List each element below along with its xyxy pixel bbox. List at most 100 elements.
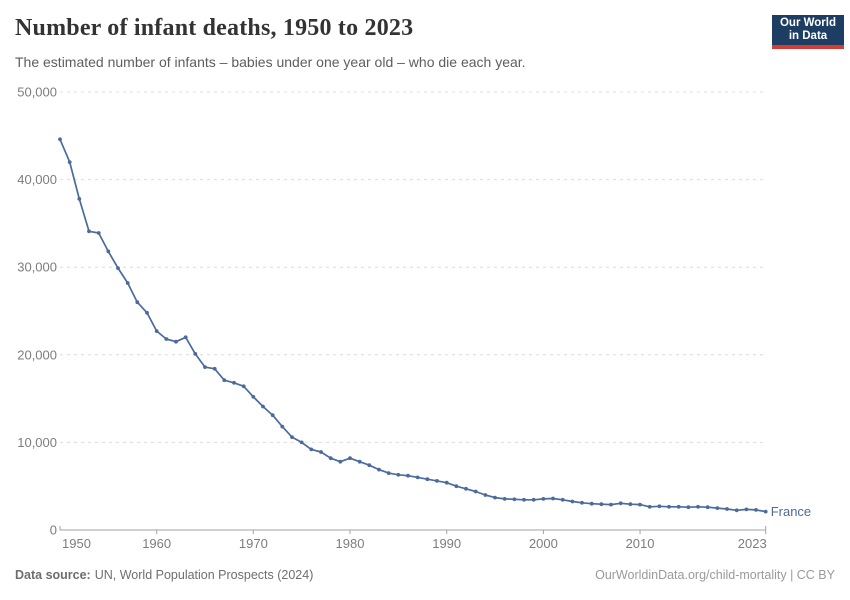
data-point[interactable] xyxy=(183,335,188,340)
data-point[interactable] xyxy=(309,447,314,452)
data-point[interactable] xyxy=(551,496,555,501)
data-point[interactable] xyxy=(734,508,739,513)
data-point[interactable] xyxy=(67,160,72,165)
data-point[interactable] xyxy=(212,366,217,371)
data-point[interactable] xyxy=(106,249,111,254)
x-tick-label: 1960 xyxy=(142,536,171,551)
data-point[interactable] xyxy=(435,479,439,483)
data-point[interactable] xyxy=(647,504,652,509)
data-point[interactable] xyxy=(193,352,198,356)
data-point[interactable] xyxy=(87,229,91,234)
data-point[interactable] xyxy=(483,493,488,497)
data-point[interactable] xyxy=(570,499,575,504)
data-point[interactable] xyxy=(164,337,169,341)
data-point[interactable] xyxy=(386,471,391,475)
data-point[interactable] xyxy=(676,504,681,509)
x-tick-label: 1950 xyxy=(62,536,91,551)
data-point[interactable] xyxy=(502,497,507,501)
owid-logo-line1: Our World xyxy=(779,16,836,29)
x-tick-label: 1970 xyxy=(239,536,268,551)
chart-title: Number of infant deaths, 1950 to 2023 xyxy=(15,15,414,41)
data-point[interactable] xyxy=(125,281,130,285)
data-point[interactable] xyxy=(145,310,149,315)
x-tick-label: 2023 xyxy=(738,536,767,551)
data-point[interactable] xyxy=(686,505,691,510)
footer-link[interactable]: OurWorldinData.org/child-mortality | CC … xyxy=(595,568,835,582)
data-point[interactable] xyxy=(444,480,449,485)
data-point[interactable] xyxy=(174,339,178,344)
data-point[interactable] xyxy=(348,456,352,461)
data-point[interactable] xyxy=(96,231,101,235)
owid-logo: Our World in Data xyxy=(772,15,844,49)
data-point[interactable] xyxy=(232,380,236,385)
data-point[interactable] xyxy=(154,329,159,333)
data-point[interactable] xyxy=(77,197,82,201)
data-point[interactable] xyxy=(754,508,758,512)
data-point[interactable] xyxy=(203,365,207,369)
data-point[interactable] xyxy=(657,504,662,509)
data-point[interactable] xyxy=(464,486,468,491)
x-tick-label: 2010 xyxy=(626,536,655,551)
data-point[interactable] xyxy=(715,506,720,510)
data-point[interactable] xyxy=(512,497,517,502)
x-tick-label: 1980 xyxy=(336,536,365,551)
data-point[interactable] xyxy=(667,504,671,509)
data-point[interactable] xyxy=(241,384,246,389)
data-point[interactable] xyxy=(473,489,478,494)
data-point[interactable] xyxy=(696,504,700,509)
data-point[interactable] xyxy=(377,467,381,472)
data-point[interactable] xyxy=(290,435,294,439)
data-point[interactable] xyxy=(609,502,613,507)
data-point[interactable] xyxy=(280,424,285,429)
y-tick-label: 30,000 xyxy=(17,260,57,275)
data-point[interactable] xyxy=(560,497,565,502)
data-point[interactable] xyxy=(628,502,633,507)
data-point[interactable] xyxy=(135,300,140,305)
data-point[interactable] xyxy=(367,463,372,468)
data-point[interactable] xyxy=(357,459,362,464)
data-point[interactable] xyxy=(725,507,729,511)
x-tick-label: 2000 xyxy=(529,536,558,551)
series-line-france[interactable] xyxy=(59,138,767,513)
chart-subtitle: The estimated number of infants – babies… xyxy=(15,54,526,70)
data-point[interactable] xyxy=(580,500,584,505)
data-point[interactable] xyxy=(522,497,526,502)
data-source-label: Data source: xyxy=(15,568,91,582)
data-point[interactable] xyxy=(338,459,343,464)
x-tick-label: 1990 xyxy=(432,536,461,551)
data-point[interactable] xyxy=(541,497,546,501)
data-point[interactable] xyxy=(261,404,265,409)
data-point[interactable] xyxy=(618,501,623,506)
data-point[interactable] xyxy=(116,266,120,270)
data-point[interactable] xyxy=(454,484,459,489)
data-point[interactable] xyxy=(493,495,497,500)
y-tick-label: 20,000 xyxy=(17,347,57,362)
data-point[interactable] xyxy=(425,477,430,482)
owid-logo-line2: in Data xyxy=(788,30,828,42)
data-point[interactable] xyxy=(299,440,304,445)
data-point[interactable] xyxy=(589,501,594,506)
data-point[interactable] xyxy=(415,475,420,480)
data-point[interactable] xyxy=(251,394,256,399)
y-tick-label: 0 xyxy=(50,523,57,538)
data-point[interactable] xyxy=(763,509,768,514)
data-point[interactable] xyxy=(599,502,604,507)
data-point[interactable] xyxy=(744,507,749,512)
y-tick-label: 40,000 xyxy=(17,172,57,187)
data-point[interactable] xyxy=(638,502,642,507)
data-point[interactable] xyxy=(406,473,410,478)
data-source: Data source: UN, World Population Prospec… xyxy=(15,568,313,582)
data-point[interactable] xyxy=(222,378,227,383)
series-label-france: France xyxy=(771,504,811,519)
y-tick-label: 50,000 xyxy=(17,85,57,100)
data-point[interactable] xyxy=(58,137,62,142)
data-source-text: UN, World Population Prospects (2024) xyxy=(94,568,314,582)
data-point[interactable] xyxy=(328,456,333,461)
data-point[interactable] xyxy=(270,413,275,418)
data-point[interactable] xyxy=(531,497,536,502)
data-point[interactable] xyxy=(396,472,401,477)
data-point[interactable] xyxy=(705,505,710,510)
data-point[interactable] xyxy=(319,450,323,454)
